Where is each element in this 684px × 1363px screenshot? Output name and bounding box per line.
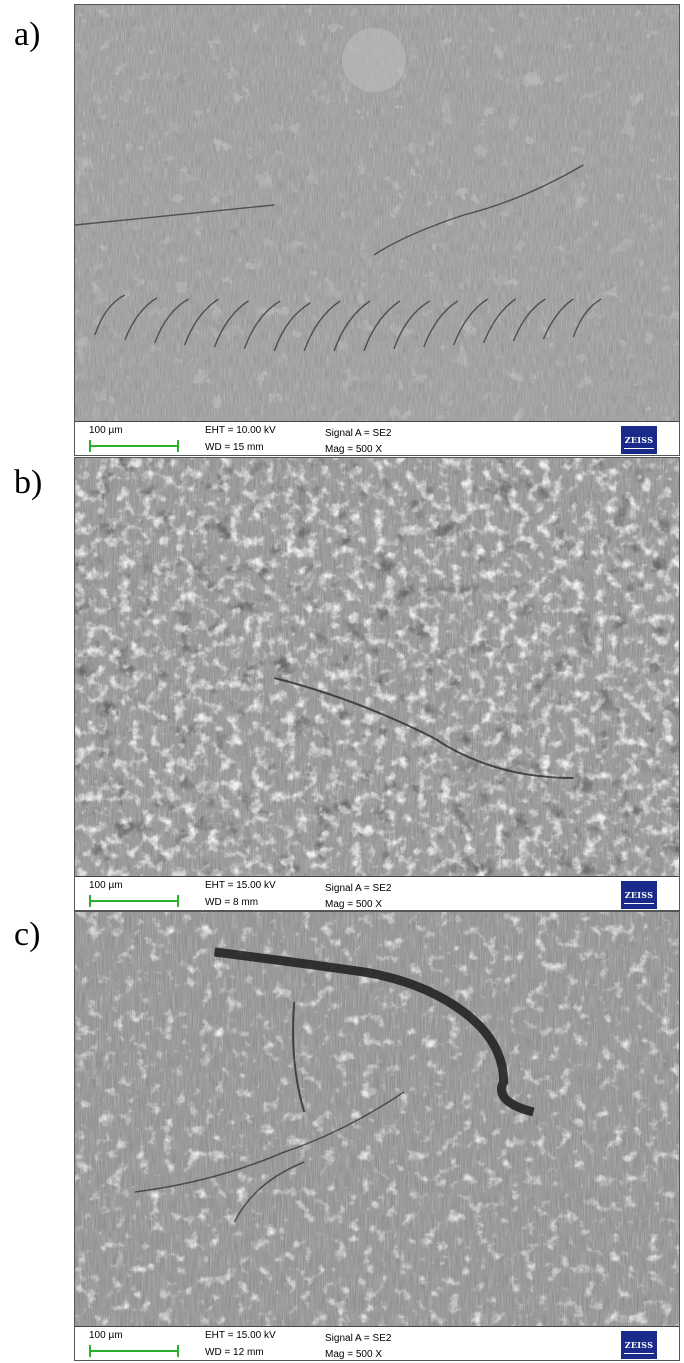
scale-bar-label: 100 µm xyxy=(89,425,123,436)
zeiss-logo: ZEISS xyxy=(621,426,657,454)
sem-image-b xyxy=(75,458,679,876)
eht-readout: EHT = 15.00 kV xyxy=(205,880,276,891)
sem-image-a xyxy=(75,5,679,421)
wd-readout: WD = 8 mm xyxy=(205,897,259,908)
scale-bar-label: 100 µm xyxy=(89,880,123,891)
mag-readout: Mag = 500 X xyxy=(325,899,382,910)
scale-bar xyxy=(89,895,179,907)
sem-micrograph-b: 100 µm EHT = 15.00 kV WD = 8 mm Signal A… xyxy=(74,457,680,911)
sem-micrograph-c: 100 µm EHT = 15.00 kV WD = 12 mm Signal … xyxy=(74,911,680,1361)
scale-bar xyxy=(89,1345,179,1357)
mag-readout: Mag = 500 X xyxy=(325,1349,382,1360)
wd-readout: WD = 12 mm xyxy=(205,1347,264,1358)
panel-label-b: b) xyxy=(14,464,43,501)
wd-readout: WD = 15 mm xyxy=(205,442,264,453)
sem-info-bar-b: 100 µm EHT = 15.00 kV WD = 8 mm Signal A… xyxy=(75,876,679,910)
zeiss-logo: ZEISS xyxy=(621,881,657,909)
scale-bar-label: 100 µm xyxy=(89,1330,123,1341)
sem-info-bar-a: 100 µm EHT = 10.00 kV WD = 15 mm Signal … xyxy=(75,421,679,455)
scale-bar xyxy=(89,440,179,452)
zeiss-logo: ZEISS xyxy=(621,1331,657,1359)
sem-image-c xyxy=(75,912,679,1326)
signal-readout: Signal A = SE2 xyxy=(325,883,392,894)
mag-readout: Mag = 500 X xyxy=(325,444,382,455)
panel-label-a: a) xyxy=(14,16,41,53)
signal-readout: Signal A = SE2 xyxy=(325,428,392,439)
panel-label-c: c) xyxy=(14,916,41,953)
eht-readout: EHT = 15.00 kV xyxy=(205,1330,276,1341)
eht-readout: EHT = 10.00 kV xyxy=(205,425,276,436)
signal-readout: Signal A = SE2 xyxy=(325,1333,392,1344)
sem-info-bar-c: 100 µm EHT = 15.00 kV WD = 12 mm Signal … xyxy=(75,1326,679,1360)
sem-micrograph-a: 100 µm EHT = 10.00 kV WD = 15 mm Signal … xyxy=(74,4,680,456)
